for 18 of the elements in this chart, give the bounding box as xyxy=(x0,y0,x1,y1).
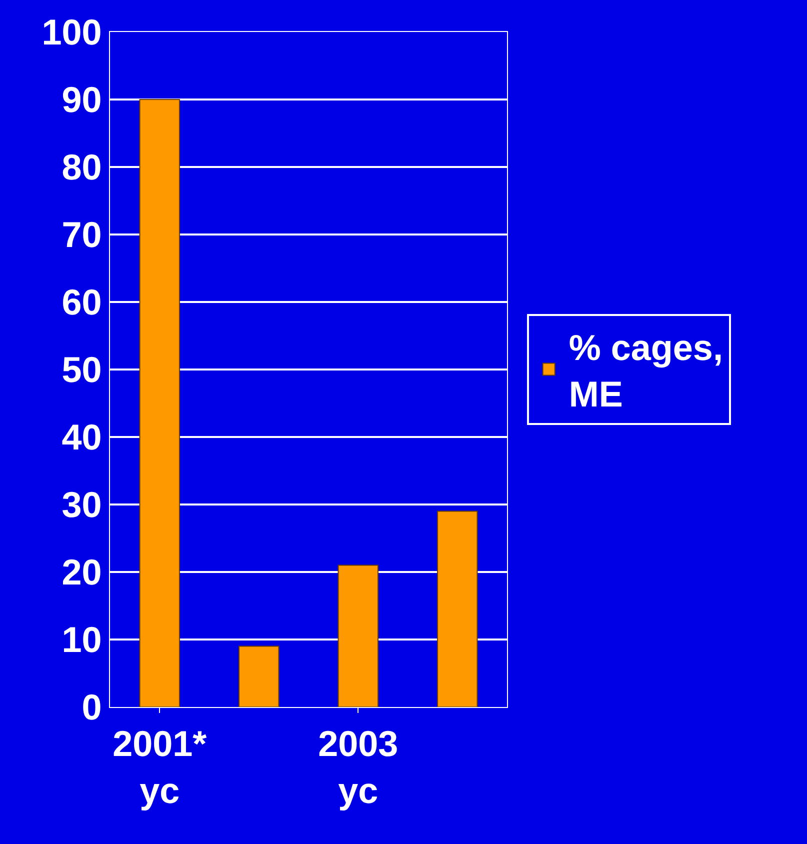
y-tick-label: 100 xyxy=(42,12,102,53)
y-tick-label: 20 xyxy=(62,552,102,593)
y-tick-label: 80 xyxy=(62,146,102,188)
y-tick-label: 50 xyxy=(62,349,102,390)
y-tick-label: 40 xyxy=(62,416,102,458)
y-tick-label: 30 xyxy=(62,484,102,526)
legend-label: % cages, ME xyxy=(568,326,723,415)
y-tick-label: 10 xyxy=(62,619,102,660)
bar xyxy=(338,564,378,707)
x-tick-label: 2001* yc xyxy=(112,723,207,811)
bar xyxy=(238,646,280,707)
y-tick-label: 0 xyxy=(82,686,102,728)
y-tick-label: 60 xyxy=(62,282,102,323)
x-tick-label: 2003 yc xyxy=(318,723,398,811)
y-tick-label: 90 xyxy=(62,79,102,120)
y-tick-label: 70 xyxy=(62,214,102,256)
bar xyxy=(139,99,180,707)
bar xyxy=(437,510,478,707)
